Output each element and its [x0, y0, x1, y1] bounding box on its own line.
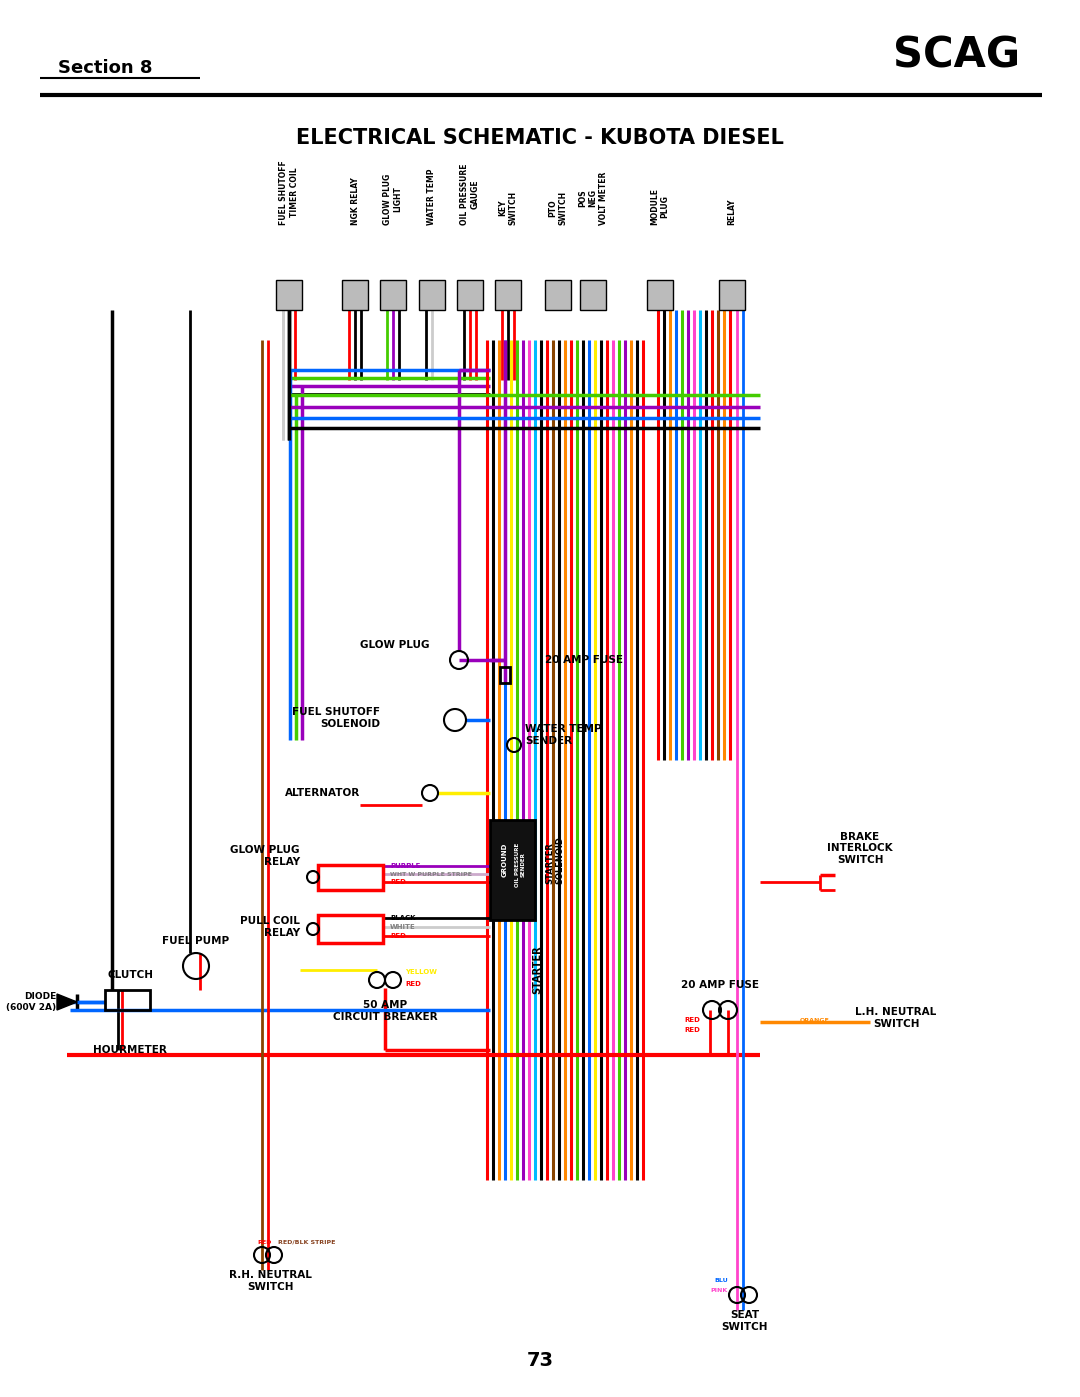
Text: RED: RED: [390, 879, 406, 886]
Text: 20 AMP FUSE: 20 AMP FUSE: [681, 981, 759, 990]
Text: STARTER: STARTER: [532, 946, 542, 995]
Text: BLU: BLU: [714, 1277, 728, 1282]
Text: Section 8: Section 8: [58, 59, 152, 77]
Bar: [500, 666, 510, 683]
Text: WHT W PURPLE STRIPE: WHT W PURPLE STRIPE: [390, 872, 472, 876]
Text: GLOW PLUG
RELAY: GLOW PLUG RELAY: [230, 845, 300, 866]
Polygon shape: [57, 995, 77, 1010]
Text: RED: RED: [405, 981, 421, 988]
Text: WATER TEMP
SENDER: WATER TEMP SENDER: [525, 724, 602, 746]
Text: RED: RED: [390, 933, 406, 939]
Text: FUEL SHUTOFF
TIMER COIL: FUEL SHUTOFF TIMER COIL: [280, 161, 299, 225]
Bar: [580, 279, 606, 310]
Text: DIODE
(600V 2A): DIODE (600V 2A): [5, 992, 56, 1011]
Text: 20 AMP FUSE: 20 AMP FUSE: [545, 655, 623, 665]
Text: PINK: PINK: [711, 1288, 728, 1292]
Text: SEAT
SWITCH: SEAT SWITCH: [721, 1310, 768, 1331]
Bar: [719, 279, 745, 310]
Text: ORANGE: ORANGE: [800, 1017, 829, 1023]
Text: NGK RELAY: NGK RELAY: [351, 177, 360, 225]
Text: POS
NEG
VOLT METER: POS NEG VOLT METER: [578, 172, 608, 225]
Bar: [495, 279, 521, 310]
Text: BLACK: BLACK: [390, 915, 416, 921]
Text: RED: RED: [258, 1241, 272, 1245]
Text: FUEL PUMP: FUEL PUMP: [162, 936, 230, 946]
Bar: [490, 820, 535, 921]
Bar: [419, 279, 445, 310]
Text: STARTER
SOLENOID: STARTER SOLENOID: [545, 835, 565, 884]
Bar: [342, 279, 368, 310]
Text: HOURMETER: HOURMETER: [93, 1045, 167, 1055]
Bar: [318, 865, 383, 890]
Text: GLOW PLUG: GLOW PLUG: [361, 640, 430, 650]
Bar: [457, 279, 483, 310]
Text: PTO
SWITCH: PTO SWITCH: [549, 191, 568, 225]
Text: MODULE
PLUG: MODULE PLUG: [650, 189, 670, 225]
Text: WATER TEMP: WATER TEMP: [428, 169, 436, 225]
Text: L.H. NEUTRAL
SWITCH: L.H. NEUTRAL SWITCH: [855, 1007, 936, 1028]
Text: KEY
SWITCH: KEY SWITCH: [498, 191, 517, 225]
Text: R.H. NEUTRAL
SWITCH: R.H. NEUTRAL SWITCH: [229, 1270, 311, 1292]
Text: CLUTCH: CLUTCH: [107, 970, 153, 981]
Text: 73: 73: [527, 1351, 554, 1369]
Bar: [380, 279, 406, 310]
Bar: [545, 279, 571, 310]
Text: BRAKE
INTERLOCK
SWITCH: BRAKE INTERLOCK SWITCH: [827, 831, 893, 865]
Text: ELECTRICAL SCHEMATIC - KUBOTA DIESEL: ELECTRICAL SCHEMATIC - KUBOTA DIESEL: [296, 129, 784, 148]
Text: RED: RED: [684, 1027, 700, 1032]
Text: OIL PRESSURE
GAUGE: OIL PRESSURE GAUGE: [460, 163, 480, 225]
Text: OIL PRESSURE
SENDER: OIL PRESSURE SENDER: [514, 842, 525, 887]
Text: SCAG: SCAG: [893, 34, 1020, 75]
Text: ALTERNATOR: ALTERNATOR: [285, 788, 360, 798]
Text: WHITE: WHITE: [390, 923, 416, 930]
Text: RED: RED: [684, 1017, 700, 1023]
Text: YELLOW: YELLOW: [405, 970, 437, 975]
Bar: [647, 279, 673, 310]
Text: FUEL SHUTOFF
SOLENOID: FUEL SHUTOFF SOLENOID: [292, 707, 380, 729]
Text: PURPLE: PURPLE: [390, 863, 420, 869]
Bar: [318, 915, 383, 943]
Text: PULL COIL
RELAY: PULL COIL RELAY: [240, 916, 300, 937]
Text: 50 AMP
CIRCUIT BREAKER: 50 AMP CIRCUIT BREAKER: [333, 1000, 437, 1021]
Text: RED/BLK STRIPE: RED/BLK STRIPE: [278, 1241, 336, 1245]
Text: GROUND: GROUND: [502, 842, 508, 877]
Text: RELAY: RELAY: [728, 198, 737, 225]
Bar: [276, 279, 302, 310]
Text: GLOW PLUG
LIGHT: GLOW PLUG LIGHT: [383, 173, 403, 225]
